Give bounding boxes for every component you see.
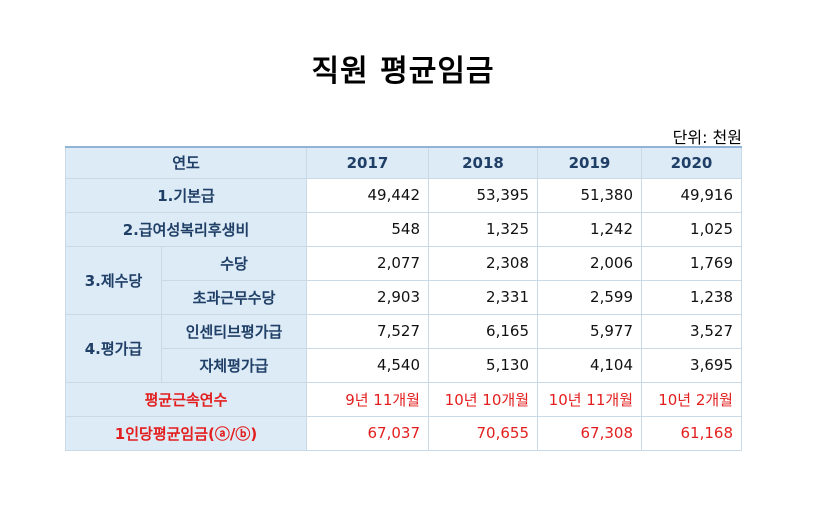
wage-table: 연도 2017 2018 2019 2020 1.기본급 49,442 53,3… [65, 146, 742, 451]
cell-value: 53,395 [428, 177, 538, 213]
cell-value: 1,238 [641, 279, 742, 315]
row-allowance: 3.제수당 수당 2,077 2,308 2,006 1,769 [65, 245, 742, 315]
row-label: 1.기본급 [65, 177, 307, 213]
cell-value: 10년 2개월 [641, 381, 742, 417]
cell-value: 2,006 [537, 245, 642, 281]
row-label: 초과근무수당 [161, 279, 307, 315]
cell-value: 61,168 [641, 415, 742, 451]
header-year-label: 연도 [65, 146, 307, 179]
cell-value: 3,527 [641, 313, 742, 349]
cell-value: 51,380 [537, 177, 642, 213]
cell-value: 2,077 [306, 245, 429, 281]
row-internal-evaluation: 자체평가급 4,540 5,130 4,104 3,695 [66, 347, 742, 383]
cell-value: 10년 11개월 [537, 381, 642, 417]
page-title: 직원 평균임금 [311, 54, 495, 89]
row-label: 인센티브평가급 [161, 313, 307, 349]
cell-value: 67,037 [306, 415, 429, 451]
group-label-evaluation: 4.평가급 [65, 313, 162, 383]
cell-value: 1,325 [428, 211, 538, 247]
row-average-wage: 1인당평균임금(ⓐ/ⓑ) 67,037 70,655 67,308 61,168 [65, 415, 742, 451]
row-welfare: 2.급여성복리후생비 548 1,325 1,242 1,025 [65, 211, 742, 247]
cell-value: 1,769 [641, 245, 742, 281]
cell-value: 2,903 [306, 279, 429, 315]
cell-value: 2,308 [428, 245, 538, 281]
cell-value: 548 [306, 211, 429, 247]
row-tenure: 평균근속연수 9년 11개월 10년 10개월 10년 11개월 10년 2개월 [65, 381, 742, 417]
header-year-2020: 2020 [641, 146, 742, 179]
cell-value: 2,599 [537, 279, 642, 315]
header-year-2019: 2019 [537, 146, 642, 179]
cell-value: 5,130 [428, 347, 538, 383]
row-label: 자체평가급 [161, 347, 307, 383]
header-year-2018: 2018 [428, 146, 538, 179]
row-label: 2.급여성복리후생비 [65, 211, 307, 247]
cell-value: 4,104 [537, 347, 642, 383]
cell-value: 49,916 [641, 177, 742, 213]
cell-value: 7,527 [306, 313, 429, 349]
cell-value: 1,025 [641, 211, 742, 247]
cell-value: 1,242 [537, 211, 642, 247]
row-basic-pay: 1.기본급 49,442 53,395 51,380 49,916 [65, 177, 742, 213]
row-label: 수당 [161, 245, 307, 281]
cell-value: 10년 10개월 [428, 381, 538, 417]
cell-value: 4,540 [306, 347, 429, 383]
row-incentive: 4.평가급 인센티브평가급 7,527 6,165 5,977 3,527 [65, 313, 742, 383]
cell-value: 70,655 [428, 415, 538, 451]
cell-value: 6,165 [428, 313, 538, 349]
header-row: 연도 2017 2018 2019 2020 [65, 146, 742, 179]
cell-value: 67,308 [537, 415, 642, 451]
header-year-2017: 2017 [306, 146, 429, 179]
cell-value: 3,695 [641, 347, 742, 383]
group-label-allowances: 3.제수당 [65, 245, 162, 315]
row-label: 평균근속연수 [65, 381, 307, 417]
row-label: 1인당평균임금(ⓐ/ⓑ) [65, 415, 307, 451]
unit-note: 단위: 천원 [672, 128, 742, 147]
cell-value: 5,977 [537, 313, 642, 349]
cell-value: 2,331 [428, 279, 538, 315]
cell-value: 9년 11개월 [306, 381, 429, 417]
cell-value: 49,442 [306, 177, 429, 213]
row-overtime: 초과근무수당 2,903 2,331 2,599 1,238 [66, 279, 742, 315]
